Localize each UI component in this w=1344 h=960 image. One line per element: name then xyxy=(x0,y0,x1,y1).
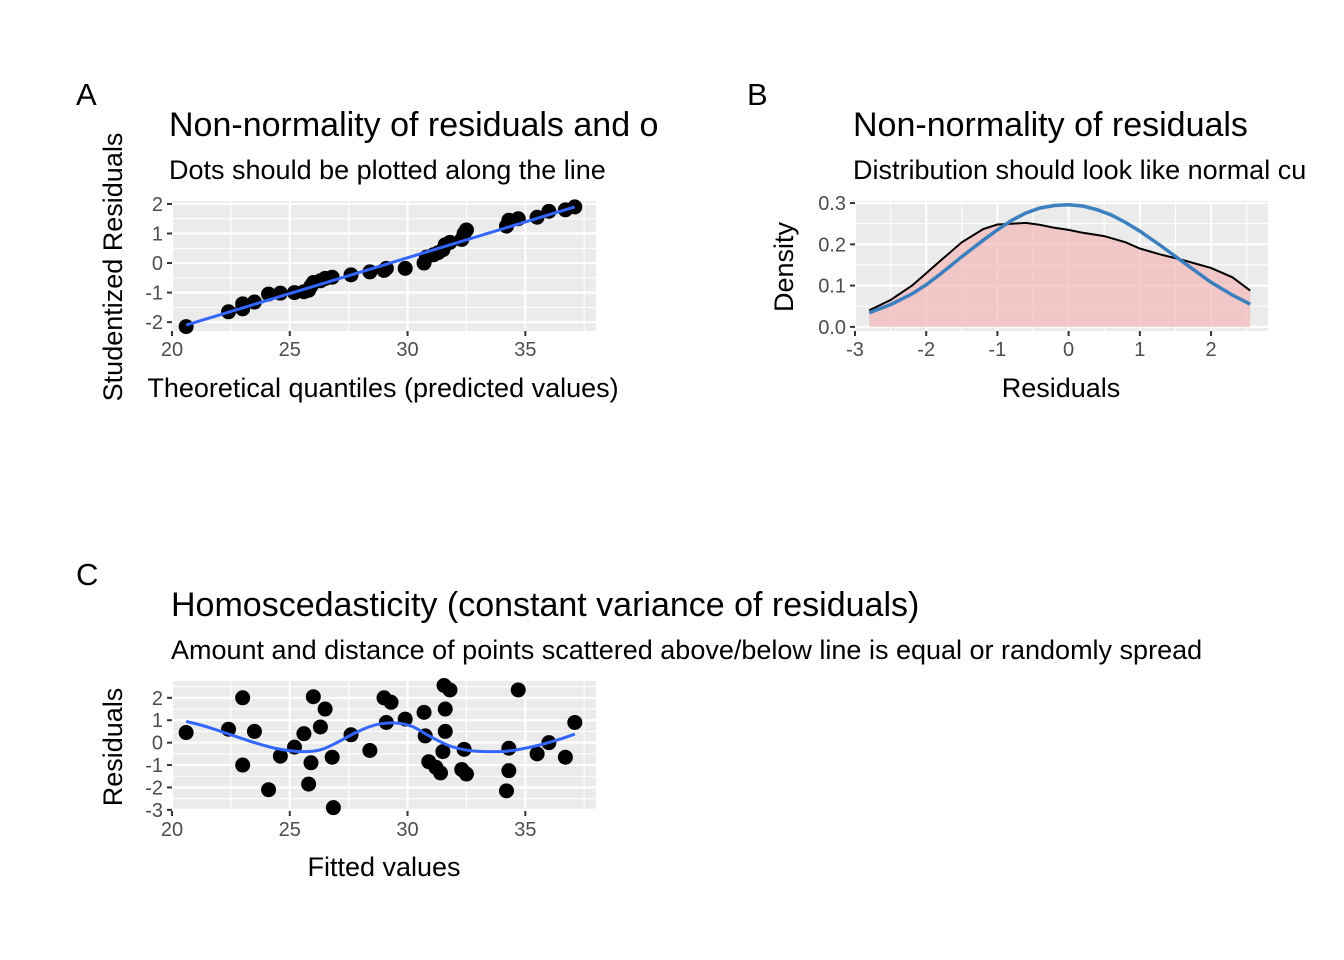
panel-b-x-axis-title: Residuals xyxy=(1002,373,1121,403)
density-y-tick-label: 0.2 xyxy=(818,234,846,256)
density-y-tick-label: 0.1 xyxy=(818,276,846,298)
resid-y-tick-label: -3 xyxy=(145,800,163,822)
resid-point xyxy=(529,746,545,762)
qq-point xyxy=(458,222,474,238)
qq-x-tick-label: 25 xyxy=(279,339,301,361)
qq-x-tick-label: 35 xyxy=(514,339,536,361)
resid-point xyxy=(510,682,526,698)
resid-point xyxy=(272,748,288,764)
qq-y-tick-label: 1 xyxy=(152,224,163,246)
resid-point xyxy=(235,690,251,706)
density-x-tick-label: -2 xyxy=(917,339,935,361)
resid-point xyxy=(435,744,451,760)
resid-x-tick-label: 30 xyxy=(396,819,418,841)
resid-point xyxy=(437,701,453,717)
panel-c-y-axis-title: Residuals xyxy=(98,688,128,807)
resid-point xyxy=(442,682,458,698)
resid-x-tick-label: 25 xyxy=(279,819,301,841)
panel-a-x-axis-title: Theoretical quantiles (predicted values) xyxy=(147,373,618,403)
resid-point xyxy=(501,740,517,756)
resid-y-tick-label: -1 xyxy=(145,755,163,777)
resid-point xyxy=(317,701,333,717)
resid-point xyxy=(458,766,474,782)
panel-b-tag: B xyxy=(747,77,768,112)
density-y-tick-label: 0.3 xyxy=(818,193,846,215)
resid-point xyxy=(567,714,583,730)
panel-c-title: Homoscedasticity (constant variance of r… xyxy=(171,586,919,624)
resid-point xyxy=(437,723,453,739)
panel-a: A Non-normality of residuals and o Dots … xyxy=(76,77,658,403)
resid-smooth-line xyxy=(185,719,576,754)
panel-a-plot: 20 25 30 35 -2 -1 0 1 2 xyxy=(145,194,596,361)
density-x-tick-label: -3 xyxy=(846,339,864,361)
resid-points xyxy=(178,677,583,816)
panel-a-tag: A xyxy=(76,77,97,112)
qq-point xyxy=(397,260,413,276)
density-x-tick-label: 2 xyxy=(1205,339,1216,361)
resid-point xyxy=(178,725,194,741)
resid-point xyxy=(296,726,312,742)
resid-point xyxy=(362,742,378,758)
resid-point xyxy=(501,763,517,779)
qq-y-tick-label: -2 xyxy=(145,312,163,334)
resid-point xyxy=(303,755,319,771)
resid-point xyxy=(235,757,251,773)
density-x-tick-label: 0 xyxy=(1063,339,1074,361)
panel-b-title: Non-normality of residuals xyxy=(853,106,1248,144)
panel-c-x-axis-title: Fitted values xyxy=(307,852,460,882)
resid-point xyxy=(557,749,573,765)
panel-b-subtitle: Distribution should look like normal cu xyxy=(853,155,1306,185)
panel-c: C Homoscedasticity (constant variance of… xyxy=(76,557,1202,882)
qq-y-tick-label: -1 xyxy=(145,283,163,305)
panel-c-tag: C xyxy=(76,557,98,592)
qq-x-tick-label: 30 xyxy=(396,339,418,361)
qq-y-tick-label: 2 xyxy=(152,194,163,216)
resid-y-tick-label: -2 xyxy=(145,777,163,799)
resid-x-tick-label: 20 xyxy=(161,819,183,841)
resid-y-tick-label: 1 xyxy=(152,710,163,732)
density-y-tick-label: 0.0 xyxy=(818,317,846,339)
panel-c-subtitle: Amount and distance of points scattered … xyxy=(171,635,1202,665)
panel-b: B Non-normality of residuals Distributio… xyxy=(747,77,1306,403)
resid-point xyxy=(301,776,317,792)
qq-x-tick-label: 20 xyxy=(161,339,183,361)
panel-b-y-axis-title: Density xyxy=(769,221,799,312)
resid-point xyxy=(416,704,432,720)
resid-point xyxy=(433,765,449,781)
panel-a-title: Non-normality of residuals and o xyxy=(169,106,658,144)
resid-point xyxy=(498,783,514,799)
resid-point xyxy=(246,723,262,739)
panel-b-plot: -3 -2 -1 0 1 2 0.0 0.1 0.2 0.3 xyxy=(818,193,1268,361)
resid-point xyxy=(383,694,399,710)
normal-curve xyxy=(868,202,1251,315)
resid-y-tick-label: 0 xyxy=(152,733,163,755)
density-x-tick-label: -1 xyxy=(989,339,1007,361)
resid-point xyxy=(312,719,328,735)
panel-a-title-clip: Non-normality of residuals and o xyxy=(169,106,658,144)
resid-y-tick-label: 2 xyxy=(152,688,163,710)
resid-point xyxy=(325,800,341,816)
panel-a-y-axis-title: Studentized Residuals xyxy=(98,133,128,402)
density-area xyxy=(869,222,1251,327)
resid-x-tick-label: 35 xyxy=(514,819,536,841)
qq-reference-line xyxy=(185,205,576,327)
panel-a-subtitle: Dots should be plotted along the line xyxy=(169,155,606,185)
qq-y-tick-label: 0 xyxy=(152,253,163,275)
resid-point xyxy=(305,689,321,705)
density-x-tick-label: 1 xyxy=(1134,339,1145,361)
resid-point xyxy=(261,782,277,798)
density-curve xyxy=(868,221,1251,312)
resid-point xyxy=(324,749,340,765)
qq-point xyxy=(178,319,194,335)
